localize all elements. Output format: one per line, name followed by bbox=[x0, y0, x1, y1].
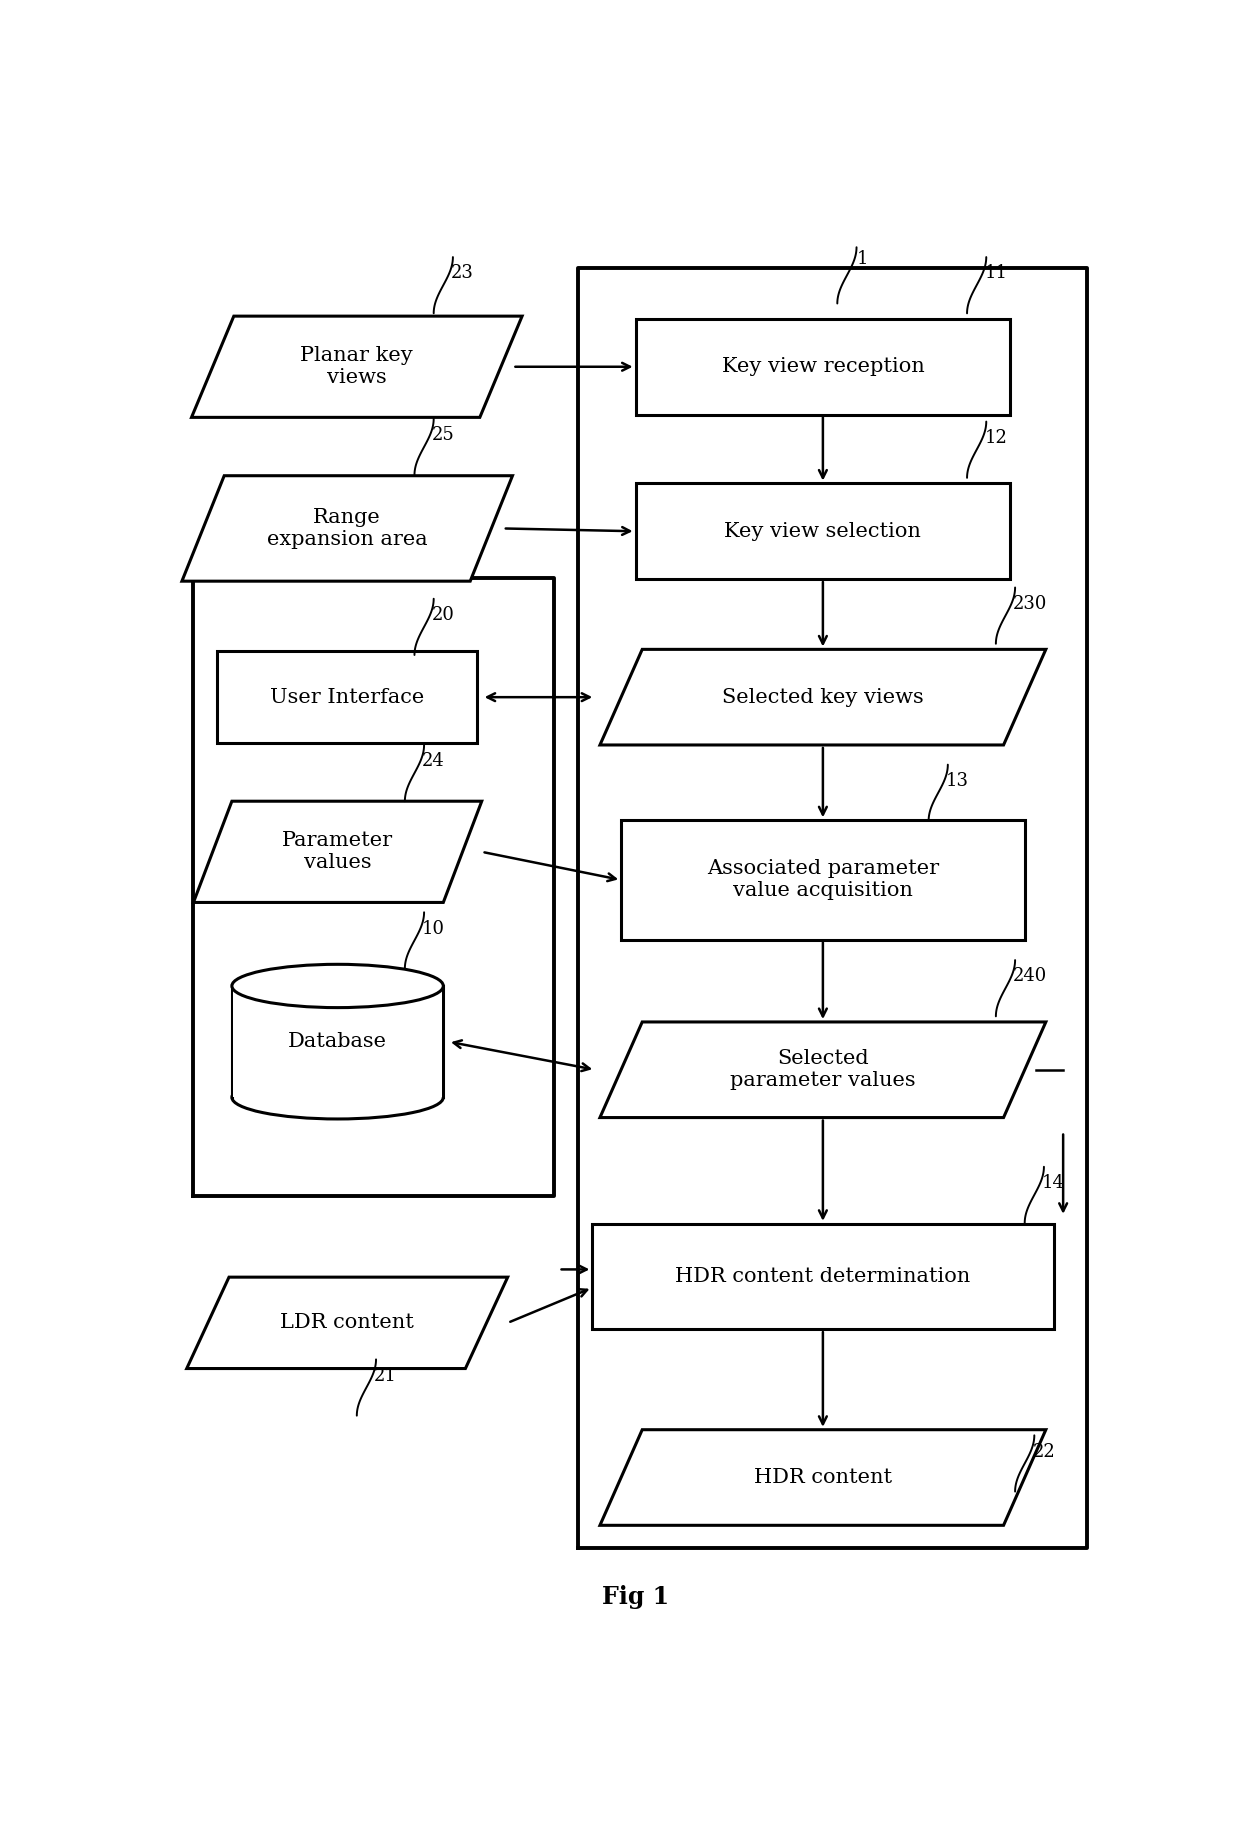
Text: Planar key
views: Planar key views bbox=[300, 347, 413, 387]
Text: 10: 10 bbox=[422, 920, 445, 937]
Text: 14: 14 bbox=[1042, 1174, 1065, 1192]
Text: 12: 12 bbox=[985, 429, 1007, 447]
Text: 22: 22 bbox=[1033, 1443, 1055, 1461]
Text: LDR content: LDR content bbox=[280, 1313, 414, 1333]
Text: HDR content determination: HDR content determination bbox=[676, 1267, 971, 1286]
Text: 1: 1 bbox=[857, 250, 868, 268]
FancyBboxPatch shape bbox=[217, 652, 477, 743]
Ellipse shape bbox=[232, 964, 444, 1008]
Text: Selected key views: Selected key views bbox=[722, 688, 924, 707]
Text: Range
expansion area: Range expansion area bbox=[267, 508, 428, 550]
Text: Database: Database bbox=[288, 1032, 387, 1052]
Text: 23: 23 bbox=[451, 265, 474, 283]
Polygon shape bbox=[191, 316, 522, 418]
FancyBboxPatch shape bbox=[635, 320, 1011, 415]
Polygon shape bbox=[600, 650, 1045, 745]
Text: Parameter
values: Parameter values bbox=[281, 831, 393, 873]
Text: Key view reception: Key view reception bbox=[722, 358, 924, 376]
Polygon shape bbox=[600, 1023, 1045, 1118]
Text: Associated parameter
value acquisition: Associated parameter value acquisition bbox=[707, 860, 939, 900]
Text: Key view selection: Key view selection bbox=[724, 522, 921, 540]
Text: 11: 11 bbox=[985, 265, 1007, 283]
Polygon shape bbox=[600, 1430, 1045, 1525]
Text: Fig 1: Fig 1 bbox=[601, 1585, 670, 1609]
Text: User Interface: User Interface bbox=[270, 688, 424, 707]
Text: 21: 21 bbox=[374, 1366, 397, 1384]
FancyBboxPatch shape bbox=[635, 484, 1011, 579]
Text: 13: 13 bbox=[946, 772, 968, 791]
Polygon shape bbox=[182, 477, 512, 581]
Text: HDR content: HDR content bbox=[754, 1468, 892, 1486]
Polygon shape bbox=[193, 802, 481, 902]
Text: 20: 20 bbox=[432, 606, 455, 624]
FancyBboxPatch shape bbox=[233, 988, 443, 1097]
Text: Selected
parameter values: Selected parameter values bbox=[730, 1050, 915, 1090]
FancyBboxPatch shape bbox=[232, 986, 444, 1097]
FancyBboxPatch shape bbox=[621, 820, 1024, 940]
Ellipse shape bbox=[232, 1076, 444, 1119]
Text: 25: 25 bbox=[432, 425, 455, 444]
Text: 230: 230 bbox=[1013, 595, 1048, 614]
FancyBboxPatch shape bbox=[593, 1223, 1054, 1329]
Text: 24: 24 bbox=[422, 752, 445, 771]
Text: 240: 240 bbox=[1013, 968, 1048, 986]
Polygon shape bbox=[187, 1276, 507, 1368]
